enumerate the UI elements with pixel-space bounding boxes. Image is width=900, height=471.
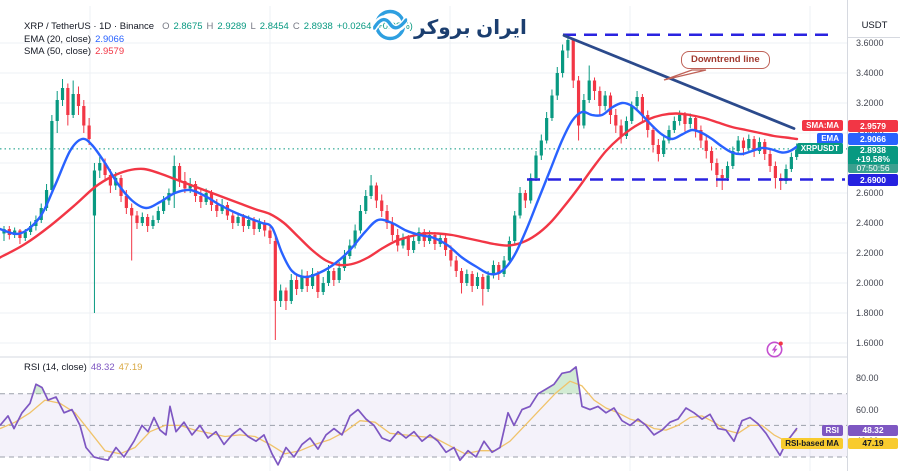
rsi-value: 48.32 [90,362,115,373]
support-level-chip: 2.6900 [848,174,898,186]
price-tick: 1.8000 [856,308,884,318]
ema-price-chip: 2.9066 [848,133,898,145]
high-label: H [206,21,214,32]
flash-alert-button[interactable] [765,339,785,364]
close-label: C [292,21,300,32]
open-value: 2.8675 [173,21,203,32]
price-tick: 2.6000 [856,188,884,198]
downtrend-callout[interactable]: Downtrend line [681,51,770,69]
rsi-ma-axis-tag: RSI-based MA [781,438,843,449]
downtrend-callout-label: Downtrend line [691,54,760,65]
close-value: 2.8938 [303,21,333,32]
rsi-axis-tag: RSI [821,425,843,436]
rsi-value-chip: 48.32 [848,425,898,436]
open-label: O [162,21,170,32]
symbol-axis-tag: XRPUSDT [796,143,843,154]
ema-legend[interactable]: EMA (20, close) 2.9066 [24,34,124,45]
lightning-icon [766,341,783,358]
rsi-legend[interactable]: RSI (14, close) 48.32 47.19 [24,362,142,373]
high-value: 2.9289 [217,21,247,32]
rsi-ma-value-chip: 47.19 [848,438,898,449]
rsi-tick: 80.00 [856,373,879,383]
rsi-label: RSI (14, close) [24,362,87,373]
sma-value: 2.9579 [95,46,125,57]
last-price-chip: 2.8938 +19.58% 07:50:56 [848,146,898,173]
brand-wave-icon [370,8,411,47]
symbol-title: XRP / TetherUS · 1D · Binance [24,21,155,32]
sma-label: SMA (50, close) [24,46,92,57]
rsi-tick: 60.00 [856,404,879,415]
price-axis[interactable]: USDT 3.60003.40003.20003.00002.80002.600… [847,0,900,471]
last-price-value: 2.8938 [848,146,898,155]
rsi-ma-value: 47.19 [118,362,143,373]
sma-axis-tag: SMA:MA [802,120,843,131]
axis-header-divider [848,37,900,38]
sma-price-chip: 2.9579 [848,120,898,132]
brand-name: ایران بروکر [414,17,527,39]
price-tick: 3.4000 [856,68,884,78]
price-tick: 3.2000 [856,98,884,108]
low-label: L [250,21,256,32]
price-tick: 2.2000 [856,248,884,258]
price-tick: 3.6000 [856,38,884,48]
price-tick: 1.6000 [856,338,884,348]
axis-currency-label: USDT [861,20,888,31]
price-tick: 2.0000 [856,278,884,288]
brand-logo: ایران بروکر [370,8,527,47]
bar-countdown: 07:50:56 [848,164,898,173]
ema-axis-tag: EMA [817,133,843,144]
ema-value: 2.9066 [95,34,125,45]
sma-legend[interactable]: SMA (50, close) 2.9579 [24,46,124,57]
ema-label: EMA (20, close) [24,34,92,45]
low-value: 2.8454 [259,21,289,32]
price-tick: 2.4000 [856,218,884,228]
change-percent: +19.58% [848,155,898,164]
